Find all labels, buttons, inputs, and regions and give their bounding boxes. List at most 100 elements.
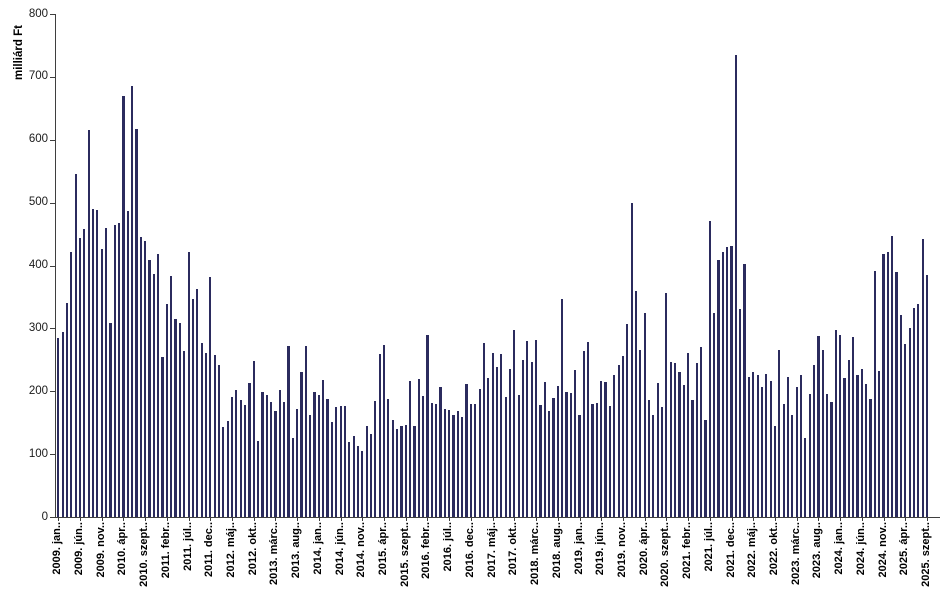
bar: [695, 362, 698, 517]
x-tick-mark: [297, 517, 299, 521]
bar: [717, 259, 720, 517]
bar: [634, 290, 638, 517]
x-tick-label: 2020. szept..: [659, 522, 672, 587]
x-axis-line: [55, 517, 940, 518]
bar: [118, 222, 121, 517]
bar: [765, 374, 768, 517]
bar: [730, 246, 733, 517]
bar: [782, 403, 785, 517]
bar: [287, 345, 290, 517]
bar: [726, 247, 729, 517]
bar: [495, 367, 499, 517]
bar: [491, 352, 494, 517]
bar: [608, 405, 611, 517]
x-tick-mark: [905, 517, 907, 521]
bar: [756, 374, 759, 517]
bar: [274, 411, 277, 517]
x-tick-label: 2025. ápr..: [898, 522, 911, 576]
bar: [656, 383, 659, 517]
bar: [847, 360, 850, 517]
x-tick-mark: [470, 517, 472, 521]
x-tick-mark: [275, 517, 277, 521]
x-tick-label: 2016. dec..: [463, 522, 476, 578]
bar: [252, 361, 255, 517]
bar: [448, 410, 451, 517]
bar: [891, 235, 894, 517]
bar: [144, 240, 147, 517]
y-tick-label: 500: [28, 196, 48, 209]
bar: [165, 304, 168, 517]
x-tick-label: 2023. aug..: [811, 522, 824, 579]
x-tick-mark: [927, 517, 928, 521]
bar: [348, 442, 351, 517]
x-tick-label: 2009. jún..: [73, 522, 86, 576]
x-tick-label: 2009. nov..: [94, 522, 107, 578]
bar: [309, 414, 312, 517]
bar: [330, 422, 334, 517]
bar: [135, 129, 138, 517]
y-tick-label: 400: [28, 259, 48, 271]
bar: [530, 361, 533, 517]
bar: [422, 395, 425, 517]
bar: [365, 425, 368, 517]
bar: [508, 368, 512, 517]
x-tick-label: 2024. jan..: [833, 522, 846, 575]
bar: [391, 419, 394, 517]
bar: [808, 393, 811, 517]
bar: [556, 385, 559, 517]
bar: [296, 409, 299, 517]
bar: [361, 450, 364, 517]
bar: [639, 350, 642, 517]
bar: [504, 396, 507, 517]
x-tick-mark: [492, 517, 494, 521]
x-tick-mark: [210, 517, 212, 521]
x-tick-label: 2011. febr..: [159, 522, 172, 579]
bar: [300, 371, 303, 517]
bar: [257, 440, 260, 517]
x-tick-label: 2012. máj..: [225, 522, 238, 578]
y-tick-mark: [50, 265, 55, 267]
bar: [865, 384, 868, 517]
x-tick-mark: [601, 517, 603, 521]
bar: [843, 378, 846, 517]
bar: [721, 251, 724, 517]
bar: [652, 414, 655, 517]
bar: [708, 221, 711, 517]
bar: [417, 379, 420, 517]
bar: [265, 395, 268, 517]
bar: [409, 381, 412, 517]
x-tick-label: 2022. okt..: [767, 522, 780, 576]
bar: [630, 202, 633, 517]
bar: [552, 397, 555, 517]
bar: [582, 351, 585, 517]
bar: [534, 339, 538, 517]
bar: [704, 420, 707, 517]
bar: [804, 438, 807, 517]
bar: [148, 260, 151, 517]
bar: [174, 318, 177, 517]
bar: [691, 400, 694, 517]
y-tick-mark: [50, 76, 55, 78]
x-tick-mark: [709, 517, 711, 521]
bar: [430, 402, 433, 517]
x-tick-label: 2019. nov..: [615, 522, 628, 578]
bar: [873, 270, 876, 517]
bar: [217, 364, 221, 517]
bar: [435, 404, 438, 517]
y-tick-label: 0: [41, 510, 48, 523]
y-tick-label: 600: [28, 133, 48, 146]
x-tick-label: 2018. aug..: [550, 522, 563, 579]
x-tick-label: 2023. márc..: [789, 522, 802, 585]
bar: [860, 369, 863, 517]
x-tick-label: 2019. jún..: [594, 522, 607, 576]
bar: [839, 334, 842, 517]
bar: [482, 342, 486, 517]
bar: [222, 427, 225, 517]
bar: [812, 365, 816, 517]
x-tick-label: 2014. jan..: [311, 522, 324, 575]
bar: [574, 369, 577, 517]
bar: [682, 384, 685, 517]
x-tick-label: 2010. szept..: [138, 522, 151, 587]
bar: [157, 254, 160, 517]
x-tick-mark: [340, 517, 342, 521]
